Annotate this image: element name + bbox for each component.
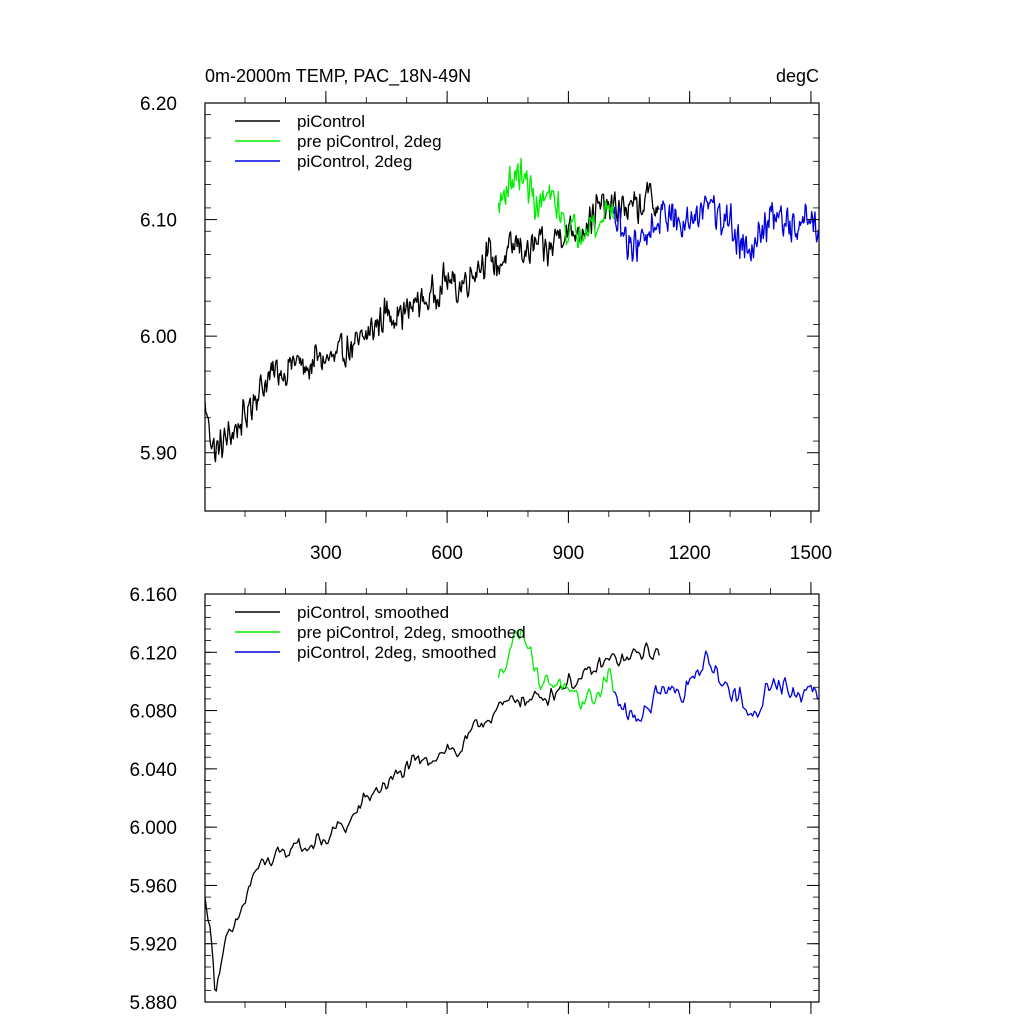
y-tick-label: 6.080 [129, 702, 177, 723]
series-group [205, 628, 819, 992]
series-line-pre-picontrol-2deg-smoothed [497, 628, 614, 710]
x-tick-label: 1500 [790, 543, 832, 564]
y-tick-label: 6.20 [140, 94, 177, 115]
y-tick-label: 6.000 [129, 818, 177, 839]
series-line-picontrol-smoothed [205, 642, 660, 992]
legend-label: piControl, 2deg [297, 152, 412, 171]
x-tick-label: 900 [553, 543, 585, 564]
chart-panel-1: 5.90 6.00 6.10 6.20 300 600 900 1200 1500 0m-2000… [140, 66, 832, 564]
chart-units: degC [776, 66, 819, 86]
legend-label: pre piControl, 2deg [297, 132, 442, 151]
series-line-picontrol-2deg [613, 194, 819, 263]
y-tick-label: 6.10 [140, 211, 177, 232]
series-line-pre-picontrol-2deg [497, 157, 614, 248]
y-tick-label: 6.040 [129, 760, 177, 781]
y-tick-label: 5.880 [129, 993, 177, 1014]
series-line-picontrol [205, 181, 660, 463]
series-line-picontrol-2deg-smoothed [613, 650, 819, 722]
y-tick-label: 5.920 [129, 935, 177, 956]
y-tick-label: 6.160 [129, 585, 177, 606]
legend-label: piControl, 2deg, smoothed [297, 643, 496, 662]
x-tick-label: 300 [310, 543, 342, 564]
x-tick-label: 600 [431, 543, 463, 564]
chart-panel-2: 5.880 5.920 5.960 6.000 6.040 6.080 6.120 6.160… [129, 582, 820, 1014]
plot-frame [204, 593, 820, 1003]
chart-title: 0m-2000m TEMP, PAC_18N-49N [205, 66, 471, 87]
y-tick-label: 6.120 [129, 643, 177, 664]
legend-label: pre piControl, 2deg, smoothed [297, 623, 526, 642]
legend-label: piControl [297, 112, 365, 131]
y-tick-label: 5.90 [140, 444, 177, 465]
series-group [205, 157, 819, 463]
legend-label: piControl, smoothed [297, 603, 449, 622]
plot-frame [204, 102, 820, 512]
x-tick-label: 1200 [669, 543, 711, 564]
y-tick-label: 5.960 [129, 876, 177, 897]
y-tick-label: 6.00 [140, 327, 177, 348]
